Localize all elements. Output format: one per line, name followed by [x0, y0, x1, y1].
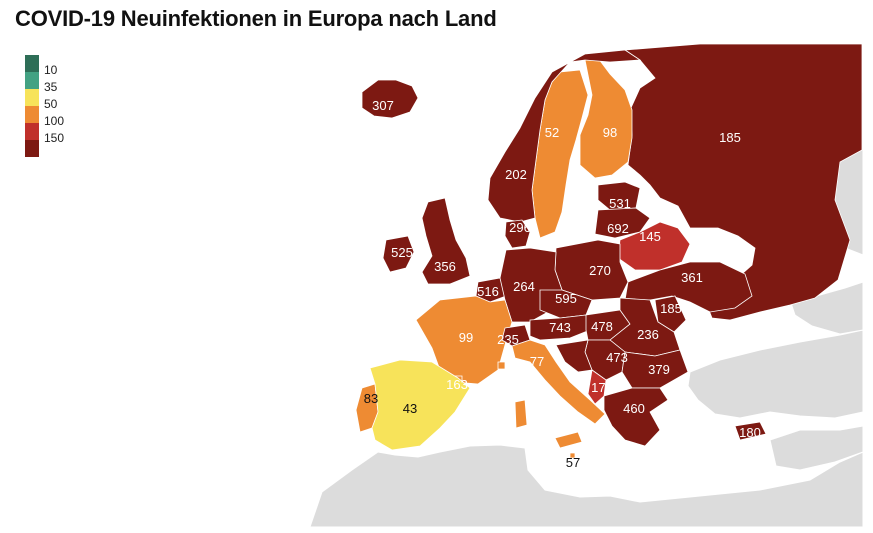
value-labels: 307 202 52 98 185 531 692 145 296 525 35…	[364, 98, 761, 470]
country-ireland[interactable]	[382, 235, 415, 273]
label-moldova: 185	[660, 301, 682, 316]
label-ukraine: 361	[681, 270, 703, 285]
label-belarus: 145	[639, 229, 661, 244]
countries	[355, 43, 863, 459]
legend-swatch	[25, 123, 39, 140]
country-bulgaria[interactable]	[621, 349, 689, 389]
label-malta: 57	[566, 455, 580, 470]
legend-item-max	[25, 140, 85, 157]
label-portugal: 83	[364, 391, 378, 406]
legend-swatch	[25, 106, 39, 123]
label-monaco: 109	[497, 366, 519, 381]
middle-east-land	[769, 425, 864, 471]
island-sardinia[interactable]	[514, 399, 528, 429]
legend-label: 10	[44, 63, 58, 77]
country-cyprus[interactable]	[734, 421, 767, 441]
label-norway: 202	[505, 167, 527, 182]
legend-item-50: 50	[25, 89, 85, 110]
label-ireland: 525	[391, 245, 413, 260]
legend: 10 35 50 100 150	[25, 55, 85, 157]
legend-swatch	[25, 89, 39, 106]
country-albania[interactable]	[587, 369, 607, 405]
label-latvia: 692	[607, 221, 629, 236]
country-malta[interactable]	[569, 452, 576, 459]
legend-swatch	[25, 55, 39, 72]
legend-item-100: 100	[25, 106, 85, 127]
label-andorra: 163	[446, 377, 468, 392]
legend-item-35: 35	[25, 72, 85, 93]
label-italy: 77	[530, 354, 544, 369]
page-title: COVID-19 Neuinfektionen in Europa nach L…	[15, 6, 497, 31]
label-belgium: 516	[477, 284, 499, 299]
label-switzerland: 235	[497, 332, 519, 347]
label-sweden: 52	[545, 125, 559, 140]
label-russia: 185	[719, 130, 741, 145]
country-iceland[interactable]	[361, 79, 419, 119]
turkey-land	[687, 329, 864, 419]
label-finland: 98	[603, 125, 617, 140]
background-land	[309, 91, 864, 528]
label-greece: 460	[623, 401, 645, 416]
country-finland[interactable]	[579, 57, 633, 179]
north-africa-land	[309, 444, 864, 528]
label-albania: 172	[591, 380, 613, 395]
label-germany: 264	[513, 279, 535, 294]
label-estonia: 531	[609, 196, 631, 211]
country-norway[interactable]	[487, 49, 642, 223]
country-italy[interactable]	[511, 339, 606, 425]
legend-swatch	[25, 140, 39, 157]
label-hungary: 478	[591, 319, 613, 334]
caucasus-land	[789, 281, 864, 335]
country-balkans-west[interactable]	[555, 339, 593, 373]
label-cyprus: 180	[739, 425, 761, 440]
country-monaco[interactable]	[497, 361, 506, 370]
country-belarus[interactable]	[617, 221, 691, 271]
country-greece[interactable]	[603, 387, 669, 447]
label-spain: 43	[403, 401, 417, 416]
country-belgium[interactable]	[475, 277, 507, 303]
label-denmark: 296	[509, 220, 531, 235]
legend-label: 150	[44, 131, 65, 145]
label-serbia: 473	[606, 350, 628, 365]
label-czechia: 595	[555, 291, 577, 306]
legend-label: 35	[44, 80, 58, 94]
label-austria: 743	[549, 320, 571, 335]
label-romania: 236	[637, 327, 659, 342]
label-bulgaria: 379	[648, 362, 670, 377]
legend-label: 100	[44, 114, 65, 128]
legend-swatch	[25, 72, 39, 89]
label-iceland: 307	[372, 98, 394, 113]
country-austria[interactable]	[529, 314, 591, 341]
legend-item-150: 150	[25, 123, 85, 144]
legend-label: 50	[44, 97, 58, 111]
country-uk[interactable]	[421, 197, 471, 285]
label-france: 99	[459, 330, 473, 345]
label-poland: 270	[589, 263, 611, 278]
country-moldova[interactable]	[654, 295, 687, 333]
country-spain[interactable]	[369, 359, 471, 451]
country-denmark[interactable]	[504, 219, 531, 249]
legend-item-10: 10	[25, 55, 85, 76]
label-uk: 356	[434, 259, 456, 274]
island-sicily[interactable]	[554, 431, 583, 449]
country-france[interactable]	[415, 295, 513, 385]
